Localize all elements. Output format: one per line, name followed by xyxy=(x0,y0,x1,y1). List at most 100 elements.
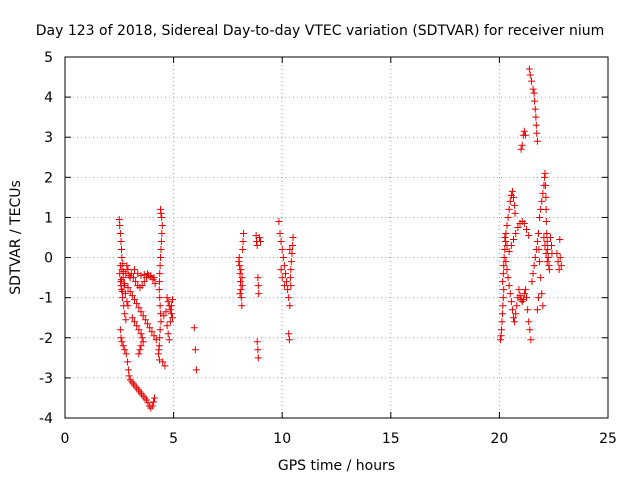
data-point xyxy=(553,250,561,258)
data-point xyxy=(508,306,516,314)
data-point xyxy=(523,294,531,302)
data-point xyxy=(511,209,519,217)
data-point xyxy=(238,274,246,282)
data-point xyxy=(525,231,533,239)
data-point xyxy=(255,290,263,298)
data-point xyxy=(535,246,543,254)
data-point xyxy=(146,324,154,332)
y-tick-label: 3 xyxy=(44,130,53,146)
data-point xyxy=(542,193,550,201)
y-axis-label: SDTVAR / TECUs xyxy=(8,180,24,295)
data-point xyxy=(124,266,132,274)
y-tick-label: 5 xyxy=(44,50,53,66)
data-point xyxy=(159,358,167,366)
data-point xyxy=(119,342,127,350)
data-point xyxy=(499,294,507,302)
data-point xyxy=(285,330,293,338)
data-point xyxy=(506,290,514,298)
y-tick-label: -1 xyxy=(39,291,53,307)
data-point xyxy=(128,292,136,300)
data-point xyxy=(512,229,520,237)
data-point xyxy=(118,254,126,262)
data-point xyxy=(277,266,285,274)
data-point xyxy=(504,274,512,282)
data-point xyxy=(151,280,159,288)
data-point xyxy=(505,282,513,290)
data-point xyxy=(516,292,524,300)
data-point xyxy=(286,274,294,282)
x-tick-label: 0 xyxy=(61,431,70,447)
data-points xyxy=(115,65,565,412)
data-point xyxy=(531,97,539,105)
data-point xyxy=(121,346,129,354)
data-point xyxy=(156,302,164,310)
data-point xyxy=(133,322,141,330)
data-point xyxy=(279,254,287,262)
data-point xyxy=(236,290,244,298)
data-point xyxy=(137,308,145,316)
data-point xyxy=(532,121,540,129)
data-point xyxy=(192,366,200,374)
data-point xyxy=(140,278,148,286)
data-point xyxy=(253,242,261,250)
data-point xyxy=(238,302,246,310)
data-point xyxy=(131,266,139,274)
y-tick-label: -2 xyxy=(39,331,53,347)
data-point xyxy=(289,242,297,250)
data-point xyxy=(160,312,168,320)
data-point xyxy=(167,310,175,318)
data-point xyxy=(156,326,164,334)
x-tick-label: 25 xyxy=(599,431,617,447)
data-point xyxy=(537,274,545,282)
data-point xyxy=(542,205,550,213)
data-point xyxy=(521,131,529,139)
data-point xyxy=(556,254,564,262)
data-point xyxy=(116,221,124,229)
data-point xyxy=(275,217,283,225)
data-point xyxy=(150,332,158,340)
data-point xyxy=(116,270,124,278)
data-point xyxy=(156,334,164,342)
data-point xyxy=(144,399,152,407)
data-point xyxy=(556,236,564,244)
data-point xyxy=(137,342,145,350)
data-point xyxy=(525,65,533,73)
axis-ticks: 0 5 10 15 20 25 -4 -3 -2 -1 0 1 2 3 4 5 xyxy=(39,50,617,447)
data-point xyxy=(543,238,551,246)
data-point xyxy=(499,270,507,278)
data-point xyxy=(135,350,143,358)
data-point xyxy=(284,286,292,294)
data-point xyxy=(285,294,293,302)
data-point xyxy=(161,362,169,370)
data-point xyxy=(521,286,529,294)
data-point xyxy=(148,402,156,410)
data-point xyxy=(529,270,537,278)
data-point xyxy=(240,229,248,237)
data-point xyxy=(237,266,245,274)
data-point xyxy=(513,302,521,310)
data-point xyxy=(533,137,541,145)
data-point xyxy=(531,254,539,262)
data-point xyxy=(539,302,547,310)
data-point xyxy=(526,71,534,79)
data-point xyxy=(121,310,129,318)
data-point xyxy=(148,328,156,336)
data-point xyxy=(503,266,511,274)
data-point xyxy=(137,272,145,280)
data-point xyxy=(283,278,291,286)
data-point xyxy=(506,197,514,205)
x-tick-label: 10 xyxy=(273,431,291,447)
data-point xyxy=(502,258,510,266)
data-point xyxy=(520,219,528,227)
data-point xyxy=(139,338,147,346)
data-point xyxy=(166,306,174,314)
data-point xyxy=(124,284,132,292)
data-point xyxy=(135,304,143,312)
data-point xyxy=(544,246,552,254)
data-point xyxy=(511,318,519,326)
data-point xyxy=(507,242,515,250)
data-point xyxy=(239,246,247,254)
x-tick-label: 15 xyxy=(382,431,400,447)
data-point xyxy=(156,294,164,302)
data-point xyxy=(278,274,286,282)
